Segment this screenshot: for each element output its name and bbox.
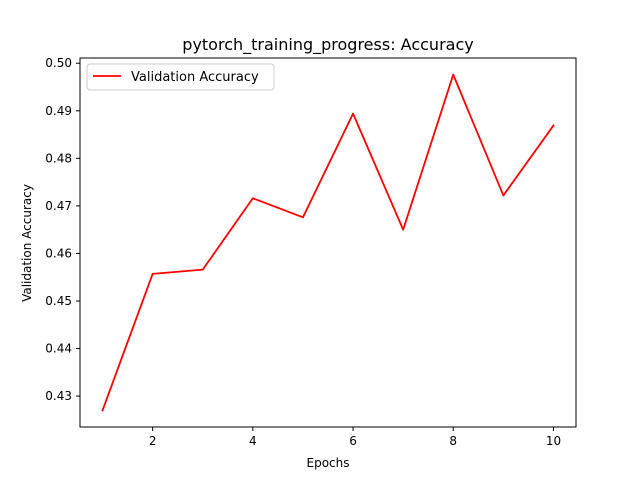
- data-point: [201, 268, 204, 271]
- y-axis-label: Validation Accuracy: [20, 184, 34, 302]
- y-tick-label: 0.47: [45, 199, 72, 213]
- data-point: [101, 409, 104, 412]
- chart-title: pytorch_training_progress: Accuracy: [182, 35, 473, 55]
- x-tick-label: 10: [546, 434, 561, 448]
- data-point: [452, 73, 455, 76]
- y-tick-label: 0.48: [45, 151, 72, 165]
- legend: Validation Accuracy: [86, 63, 275, 91]
- x-tick-label: 2: [149, 434, 157, 448]
- y-tick-label: 0.44: [45, 342, 72, 356]
- data-point: [251, 197, 254, 200]
- data-point: [402, 228, 405, 231]
- y-tick-label: 0.45: [45, 294, 72, 308]
- data-point: [552, 124, 555, 127]
- x-axis-label: Epochs: [307, 456, 350, 470]
- legend-label: Validation Accuracy: [131, 70, 259, 85]
- y-tick-label: 0.49: [45, 104, 72, 118]
- y-tick-label: 0.50: [45, 56, 72, 70]
- y-tick-label: 0.46: [45, 246, 72, 260]
- y-tick-label: 0.43: [45, 389, 72, 403]
- data-point: [352, 112, 354, 115]
- x-tick-label: 6: [349, 434, 357, 448]
- x-tick-label: 4: [249, 434, 257, 448]
- data-point: [502, 194, 505, 197]
- x-tick-label: 8: [449, 434, 457, 448]
- plot-area: 2 4 6 8 10 0.43 0.44 0.45 0.46 0.47 0.48 0.49 0.50: [45, 56, 577, 448]
- data-point: [302, 216, 304, 219]
- legend-frame: [86, 63, 275, 91]
- axes-frame: [79, 57, 577, 428]
- data-point: [151, 272, 154, 275]
- series-line-0: [101, 73, 555, 412]
